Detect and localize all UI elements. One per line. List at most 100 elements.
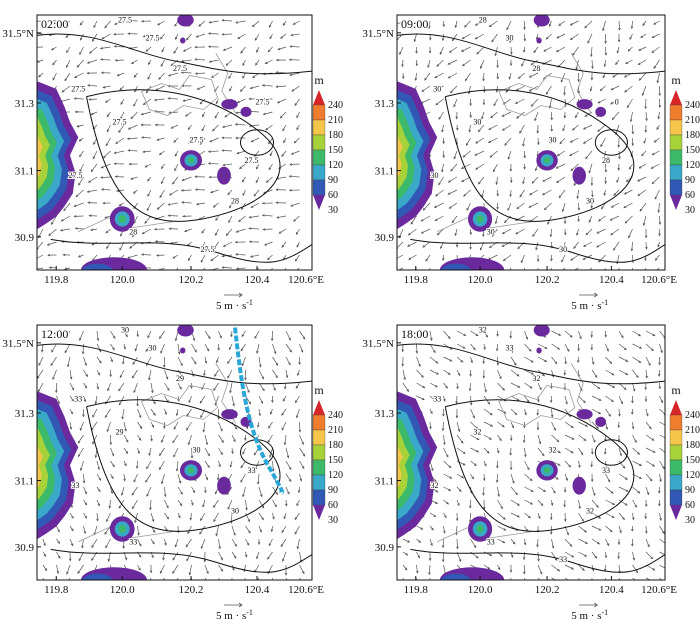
- wind-arrow-head: [658, 105, 662, 109]
- wind-arrow: [149, 577, 152, 580]
- colorbar-segment: [312, 489, 326, 506]
- wind-arrow: [175, 538, 179, 547]
- wind-arrow-head: [147, 193, 150, 197]
- wind-arrow-head: [489, 271, 491, 273]
- wind-arrow: [218, 538, 221, 549]
- wind-arrow-head: [255, 180, 259, 184]
- wind-arrow: [296, 408, 300, 418]
- wind-arrow: [537, 343, 548, 349]
- wind-arrow-head: [561, 209, 565, 213]
- wind-arrow-head: [582, 141, 586, 144]
- wind-arrow: [186, 33, 192, 41]
- wind-arrow-head: [215, 233, 218, 236]
- wind-arrow: [56, 525, 60, 532]
- wind-arrow-head: [187, 442, 191, 446]
- wind-arrow: [289, 46, 300, 48]
- wind-arrow: [279, 228, 287, 234]
- wind-arrow: [551, 408, 553, 417]
- wind-arrow-head: [638, 78, 642, 81]
- wind-arrow: [578, 564, 585, 571]
- wind-arrow-head: [644, 129, 648, 133]
- wind-arrow: [264, 241, 273, 246]
- wind-arrow-head: [434, 75, 438, 79]
- wind-arrow: [639, 202, 647, 212]
- wind-arrow-head: [605, 426, 609, 430]
- wind-arrow: [441, 163, 444, 172]
- wind-arrow: [69, 395, 74, 402]
- wind-arrow-head: [447, 62, 451, 65]
- wind-arrow-head: [660, 350, 663, 354]
- wind-arrow-head: [94, 455, 98, 459]
- wind-arrow: [597, 98, 606, 104]
- wind-arrow: [443, 525, 445, 534]
- wind-arrow: [258, 525, 262, 533]
- wind-arrow-head: [106, 429, 110, 433]
- wind-arrow: [272, 343, 277, 354]
- wind-arrow-head: [625, 372, 629, 376]
- wind-arrow: [285, 356, 291, 365]
- wind-arrow: [154, 98, 165, 101]
- wind-arrow-head: [625, 489, 629, 492]
- wind-arrow-head: [199, 531, 202, 535]
- wind-arrow-head: [125, 439, 129, 443]
- wind-arrow: [69, 538, 74, 546]
- wind-arrow: [562, 124, 566, 131]
- wind-arrow-head: [541, 192, 545, 196]
- wind-arrow: [415, 72, 417, 81]
- wind-arrow: [83, 486, 87, 494]
- wind-arrow-head: [603, 64, 607, 68]
- colorbar-level: 90: [685, 175, 695, 186]
- wind-arrow-head: [623, 205, 627, 209]
- wind-arrow-head: [547, 221, 550, 225]
- wind-arrow-head: [449, 359, 453, 362]
- wind-arrow: [87, 189, 98, 193]
- wind-arrow-head: [282, 558, 285, 562]
- wind-arrow-head: [280, 544, 284, 548]
- wind-arrow-head: [622, 517, 625, 521]
- wind-arrow: [269, 150, 273, 156]
- wind-arrow: [270, 267, 273, 270]
- wind-arrow-head: [516, 206, 520, 210]
- wind-arrow: [276, 176, 287, 180]
- contour-label: 32: [431, 481, 439, 490]
- wind-arrow-head: [456, 386, 459, 390]
- wind-arrow: [497, 525, 506, 531]
- contour-label: 27.5: [245, 156, 259, 165]
- wind-arrow-head: [418, 540, 422, 543]
- wind-arrow-head: [92, 156, 96, 160]
- wind-arrow-head: [610, 205, 614, 208]
- wind-arrow-head: [188, 141, 191, 145]
- wind-arrow-head: [99, 360, 102, 364]
- wind-arrow: [258, 356, 261, 367]
- wind-arrow-head: [617, 542, 621, 546]
- wind-arrow-head: [194, 72, 198, 75]
- wind-arrow-head: [71, 516, 74, 519]
- wind-arrow-head: [428, 26, 431, 30]
- colorbar-segment: [669, 444, 683, 461]
- wind-arrow-head: [281, 154, 284, 158]
- wind-arrow-head: [593, 439, 596, 443]
- wind-arrow-head: [172, 571, 175, 574]
- wind-arrow-head: [522, 143, 525, 147]
- wind-arrow: [295, 382, 300, 389]
- wind-arrow: [208, 162, 219, 165]
- wind-arrow: [38, 228, 44, 238]
- wind-arrow: [212, 124, 219, 132]
- wind-arrow-head: [264, 243, 268, 246]
- wind-arrow-head: [401, 76, 405, 80]
- wind-arrow: [470, 447, 479, 453]
- wind-arrow: [462, 59, 471, 67]
- wind-arrow-head: [643, 140, 646, 144]
- wind-arrow-head: [590, 451, 594, 455]
- wind-arrow-head: [296, 415, 299, 419]
- wind-arrow-head: [104, 100, 108, 103]
- wind-arrow: [523, 267, 525, 270]
- wind-arrow-head: [415, 63, 419, 67]
- wind-arrow: [134, 72, 138, 78]
- wind-arrow: [551, 356, 557, 364]
- wind-arrow: [231, 551, 237, 559]
- wind-arrow-head: [600, 144, 603, 148]
- wind-arrow-head: [619, 453, 623, 457]
- wind-arrow-head: [123, 346, 126, 350]
- wind-arrow: [398, 267, 404, 270]
